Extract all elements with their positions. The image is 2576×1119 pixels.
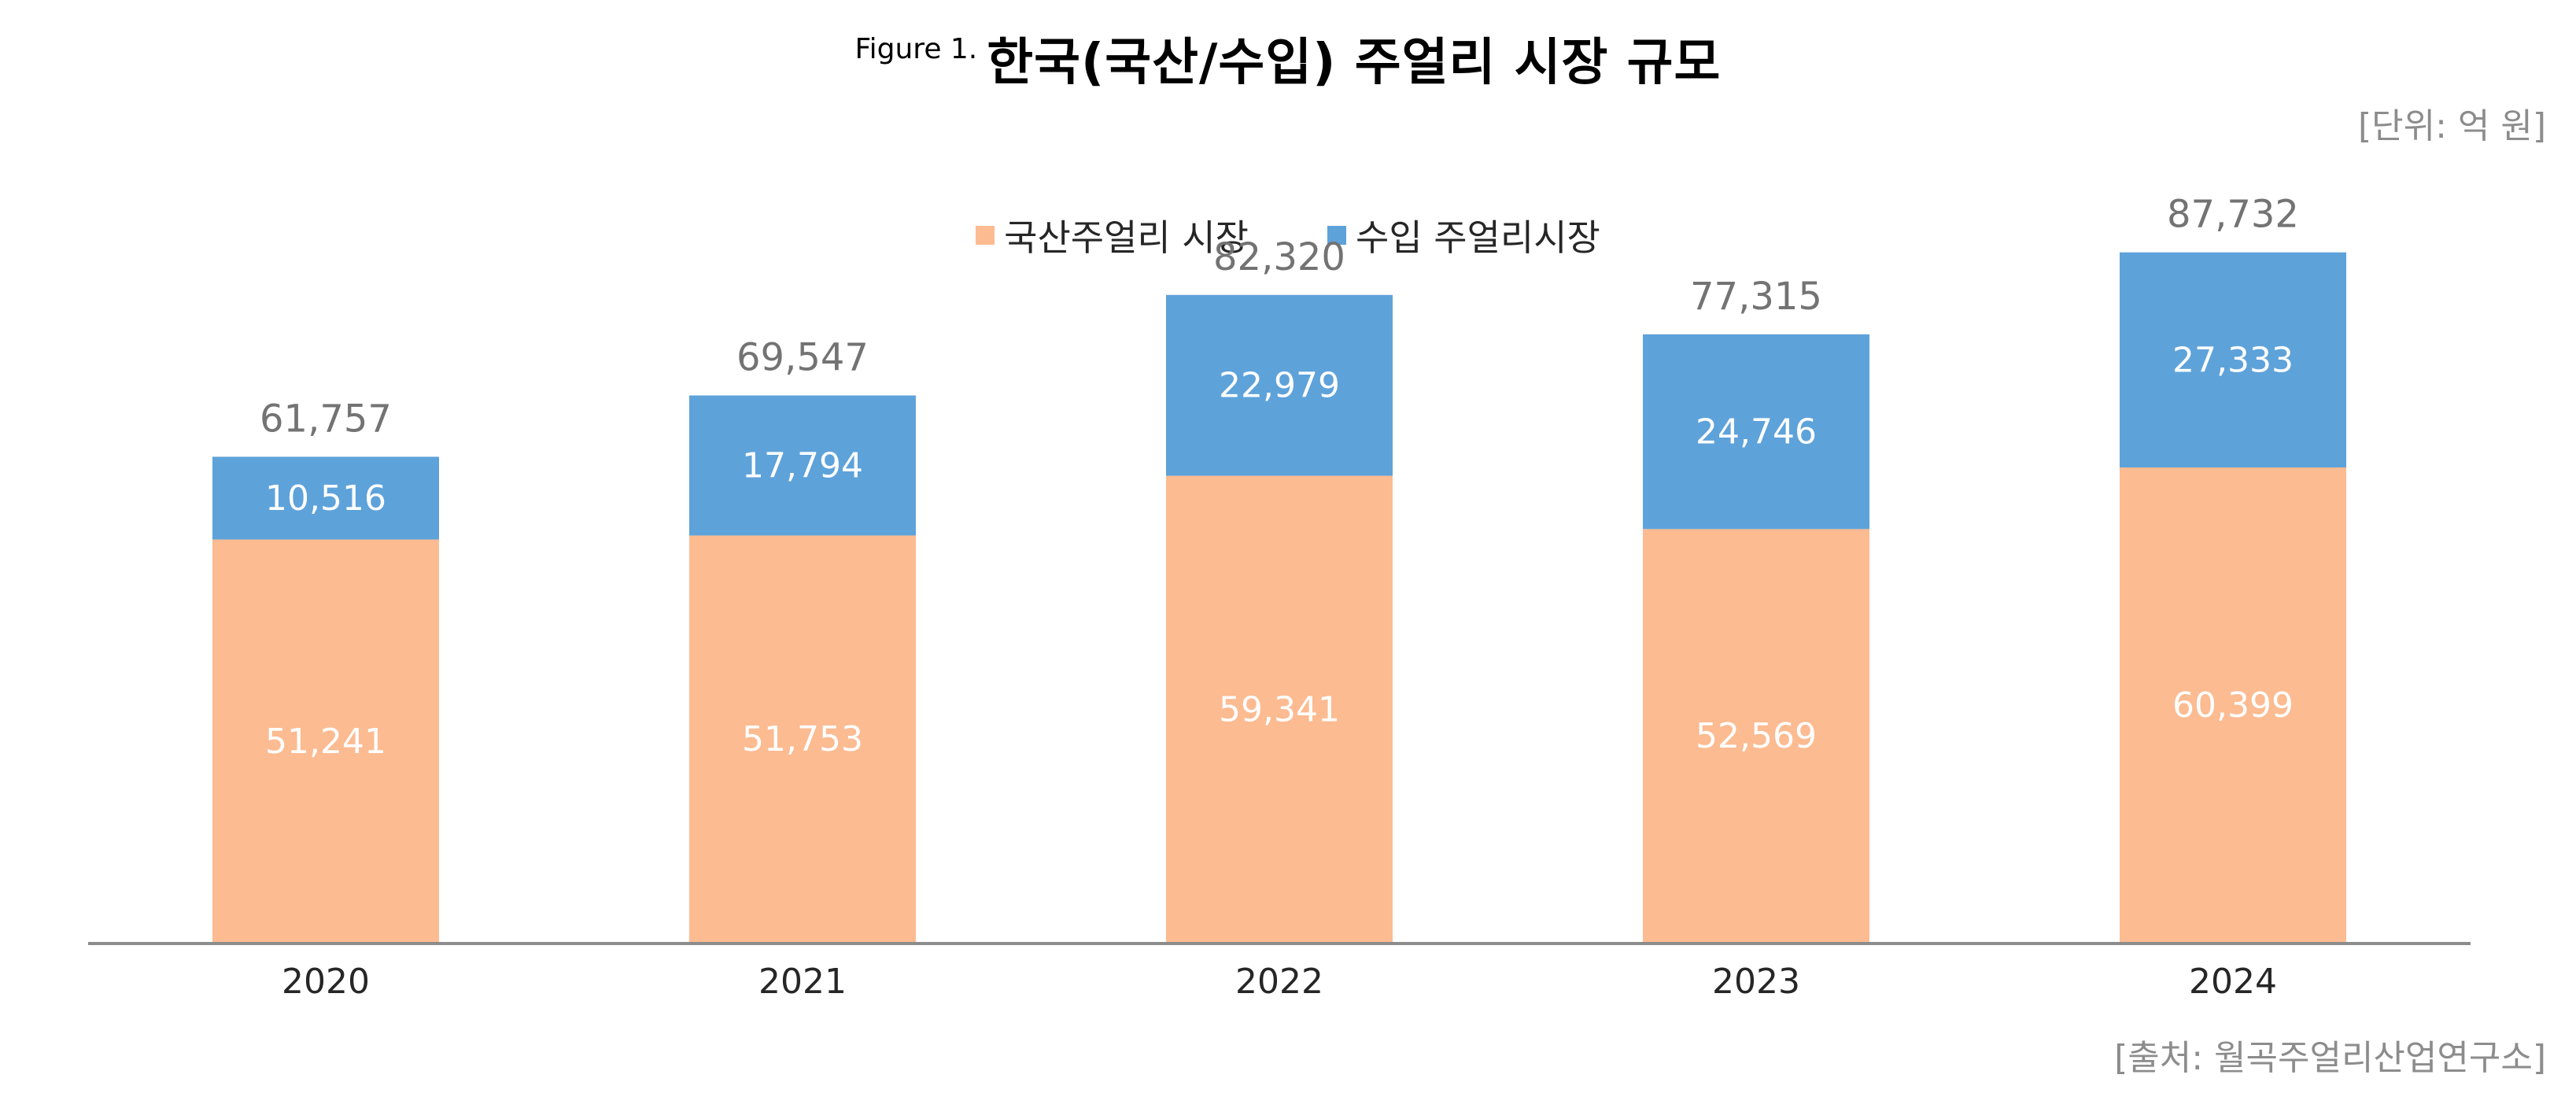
legend-swatch-domestic — [976, 226, 995, 245]
bar-import-2024 — [2120, 252, 2346, 468]
x-tick-label-2021: 2021 — [758, 962, 847, 1002]
label-total-2021: 69,547 — [736, 336, 869, 380]
label-domestic-2022: 59,341 — [1219, 689, 1340, 729]
legend-item-import: 수입 주얼리시장 — [1327, 209, 1600, 261]
figure-label: Figure 1. — [854, 33, 978, 65]
x-tick-label-2022: 2022 — [1235, 962, 1323, 1002]
label-import-2022: 22,979 — [1219, 366, 1340, 406]
bar-import-2021 — [689, 395, 916, 536]
x-tick-label-2024: 2024 — [2189, 962, 2277, 1002]
bar-domestic-2020 — [212, 539, 439, 943]
label-total-2023: 77,315 — [1690, 275, 1822, 319]
label-total-2024: 87,732 — [2167, 193, 2299, 237]
x-tick-label-2020: 2020 — [282, 962, 370, 1002]
label-domestic-2023: 52,569 — [1696, 716, 1817, 756]
x-tick-label-2023: 2023 — [1712, 962, 1800, 1002]
label-import-2023: 24,746 — [1696, 412, 1817, 452]
label-import-2024: 27,333 — [2172, 340, 2294, 380]
label-domestic-2024: 60,399 — [2172, 685, 2294, 726]
legend-item-domestic: 국산주얼리 시장 — [976, 209, 1249, 261]
label-import-2021: 17,794 — [742, 446, 863, 486]
legend-swatch-import — [1327, 226, 1346, 245]
bar-import-2022 — [1166, 294, 1393, 476]
bar-import-2020 — [212, 456, 439, 540]
label-import-2020: 10,516 — [265, 478, 386, 519]
bar-domestic-2023 — [1643, 529, 1869, 943]
source-label: [출처: 월곡주얼리산업연구소] — [2114, 1038, 2546, 1078]
label-total-2022: 82,320 — [1213, 235, 1345, 279]
chart-title: Figure 1. 한국(국산/수입) 주얼리 시장 규모 — [0, 22, 2576, 94]
legend-label-import: 수입 주얼리시장 — [1356, 216, 1600, 259]
bar-domestic-2024 — [2120, 467, 2346, 943]
label-domestic-2021: 51,753 — [742, 719, 863, 759]
legend: 국산주얼리 시장 수입 주얼리시장 — [0, 209, 2576, 261]
label-domestic-2020: 51,241 — [265, 722, 386, 762]
label-total-2020: 61,757 — [260, 397, 392, 441]
bar-domestic-2022 — [1166, 475, 1393, 943]
bar-domestic-2021 — [689, 535, 916, 943]
unit-label: [단위: 억 원] — [2357, 106, 2546, 146]
bar-import-2023 — [1643, 334, 1869, 530]
figure-title: 한국(국산/수입) 주얼리 시장 규모 — [987, 34, 1722, 92]
legend-label-domestic: 국산주얼리 시장 — [1004, 216, 1249, 259]
